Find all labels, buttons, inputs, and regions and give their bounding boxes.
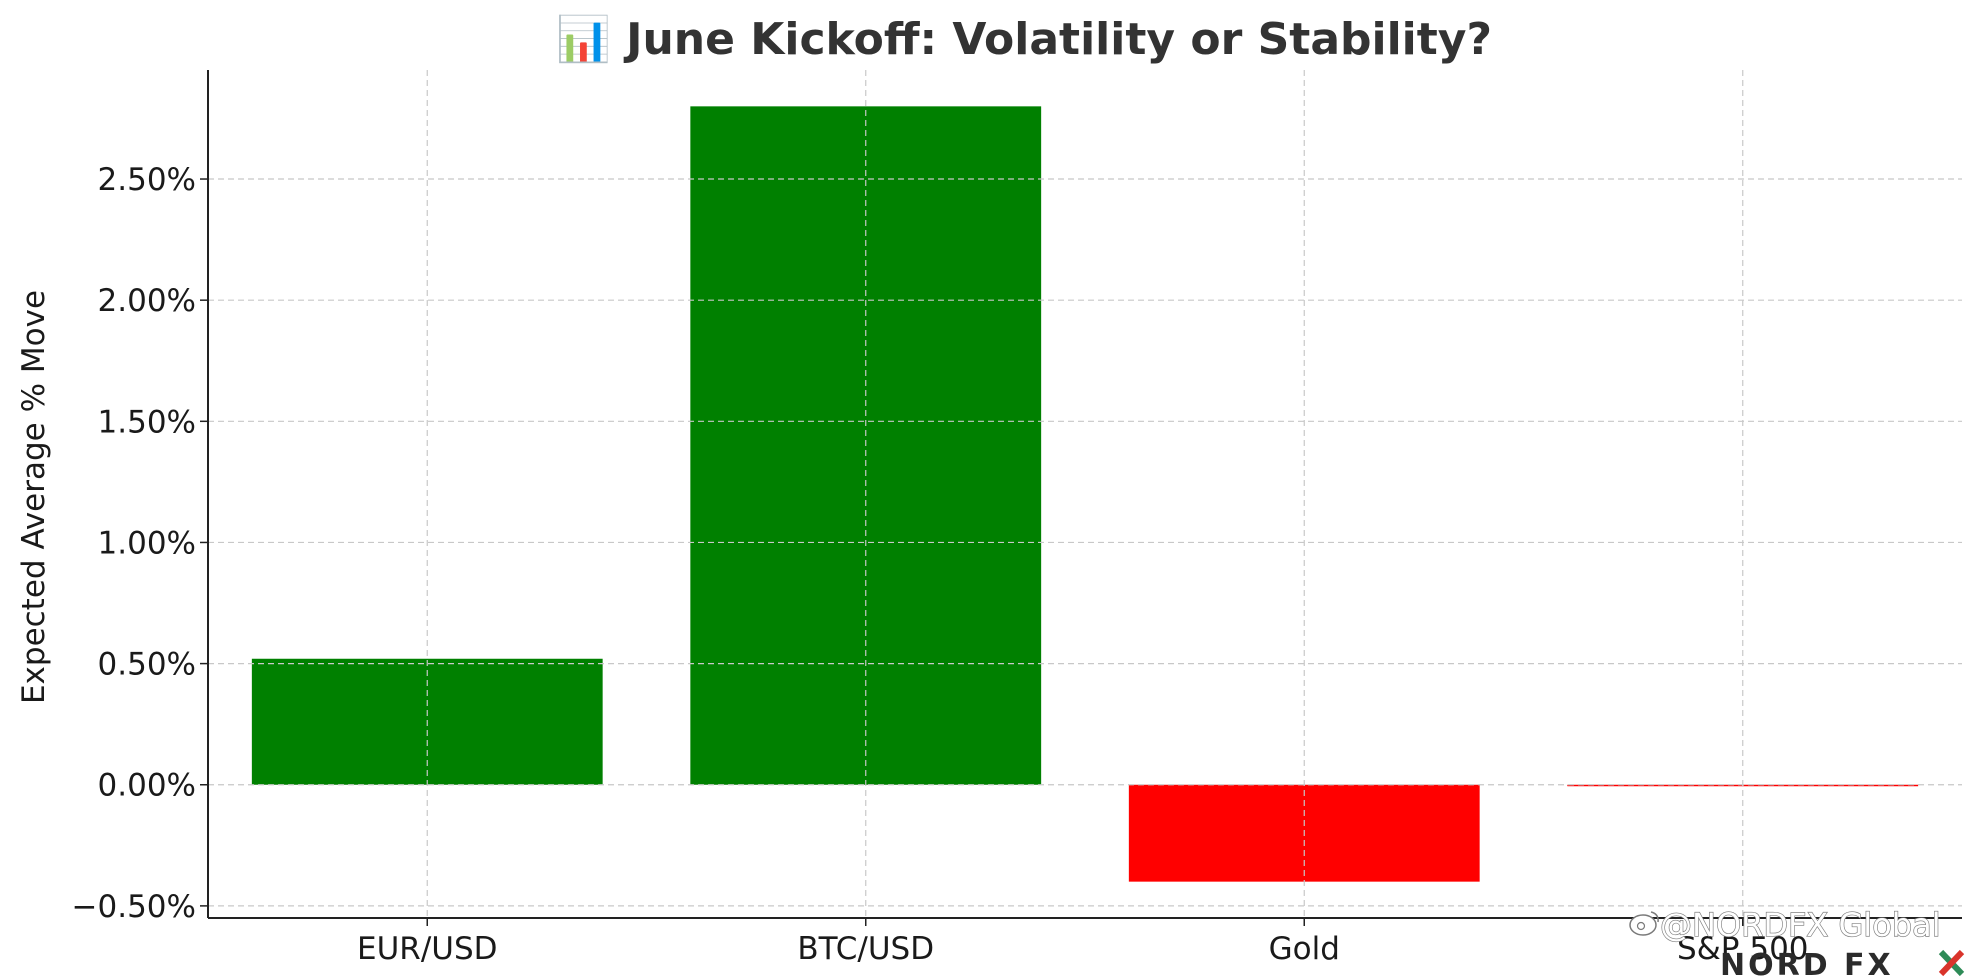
y-axis-label: Expected Average % Move xyxy=(16,290,52,704)
y-tick-label: 0.50% xyxy=(98,647,196,683)
logo-x-mark xyxy=(1938,949,1965,977)
x-tick-label: EUR/USD xyxy=(357,931,498,967)
nordfx-logo: NORD FX xyxy=(1720,948,1965,980)
x-tick-label: Gold xyxy=(1269,931,1340,967)
gridlines xyxy=(208,70,1962,918)
y-tick-label: 2.50% xyxy=(98,162,196,198)
watermark-text: @NORDFX Global xyxy=(1660,906,1941,944)
weibo-icon xyxy=(1629,911,1659,936)
axes xyxy=(200,70,1962,926)
y-tick-label: 2.00% xyxy=(98,283,196,319)
bars xyxy=(251,106,1919,882)
chart-title: 📊 June Kickoff: Volatility or Stability? xyxy=(556,14,1492,65)
x-tick-label: BTC/USD xyxy=(797,931,934,967)
y-tick-label: 0.00% xyxy=(98,768,196,804)
logo-text: NORD FX xyxy=(1720,948,1894,980)
y-tick-label: −0.50% xyxy=(72,889,196,925)
y-tick-label: 1.50% xyxy=(98,404,196,440)
x-tick-labels: EUR/USD BTC/USD Gold S&P 500 xyxy=(357,931,1809,967)
watermark: @NORDFX Global xyxy=(1629,905,1941,945)
y-tick-label: 1.00% xyxy=(98,525,196,561)
x-tick-label: S&P 500 xyxy=(1677,931,1809,967)
y-tick-labels: −0.50% 0.00% 0.50% 1.00% 1.50% 2.00% 2.50% xyxy=(72,162,196,925)
